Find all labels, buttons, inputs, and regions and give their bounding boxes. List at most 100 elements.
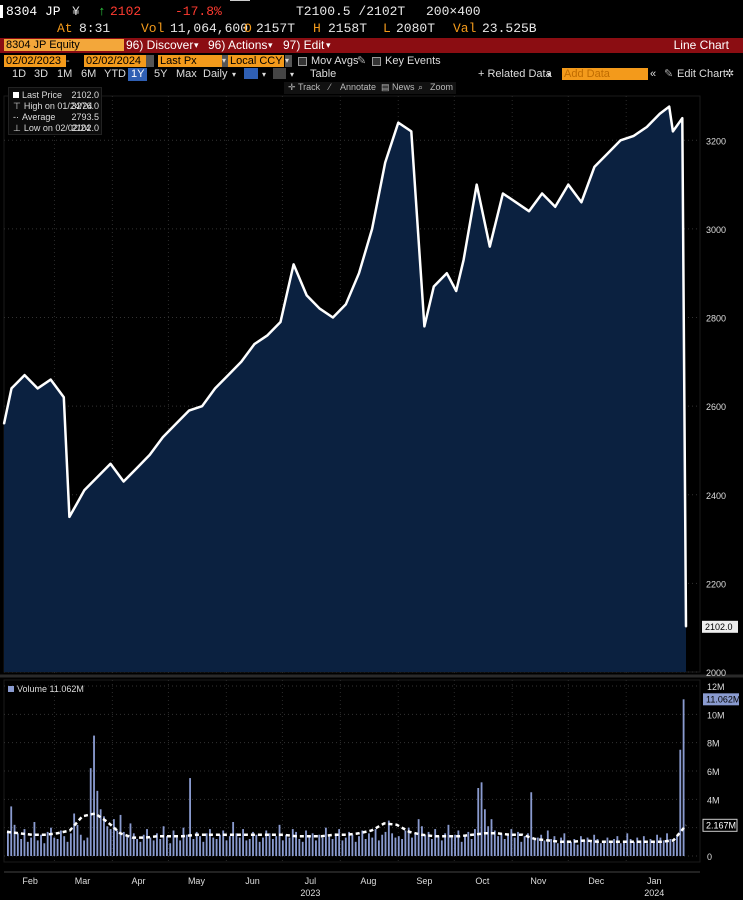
track-icon[interactable]: ✛ <box>288 82 296 92</box>
zoom-icon[interactable]: ⌕ <box>418 82 424 92</box>
price-point <box>292 263 295 266</box>
chart-style-dropdown-icon[interactable]: ▾ <box>262 70 267 79</box>
frequency-select[interactable]: Daily <box>203 68 228 80</box>
volume-bar <box>66 841 69 856</box>
key-events-toggle[interactable]: Key Events <box>372 55 441 68</box>
price-tick-label: 3200 <box>706 136 726 146</box>
frequency-dropdown-icon[interactable]: ▾ <box>232 70 237 79</box>
annotate-button[interactable]: Annotate <box>340 82 377 92</box>
collapse-icon[interactable]: « <box>650 68 657 80</box>
field-dropdown-icon[interactable]: ▾ <box>222 55 228 67</box>
price-point <box>214 387 216 390</box>
calendar-icon[interactable] <box>146 55 154 67</box>
volume-bar <box>619 843 622 856</box>
table-button[interactable]: Table <box>310 68 337 80</box>
gear-icon[interactable]: ✲ <box>725 68 735 80</box>
period-6m[interactable]: 6M <box>81 68 97 80</box>
period-max[interactable]: Max <box>176 68 197 80</box>
legend-low-label: Low on 02/02/24 <box>23 123 91 133</box>
news-button[interactable]: News <box>392 82 415 92</box>
date-to-field[interactable]: 02/02/2024 <box>84 55 146 67</box>
price-point <box>371 228 373 230</box>
volume-bar <box>199 836 201 856</box>
price-tick-label: 2600 <box>706 402 726 412</box>
related-data-dropdown-icon[interactable]: ▾ <box>547 70 552 79</box>
volume-bar <box>268 833 271 856</box>
period-1y[interactable]: 1Y <box>128 68 148 81</box>
news-icon[interactable]: ▤ <box>381 82 390 92</box>
date-from-field[interactable]: 02/02/2023 <box>4 55 66 67</box>
zoom-button[interactable]: Zoom <box>430 82 454 92</box>
price-point <box>515 201 517 204</box>
volume-bar <box>513 837 516 856</box>
price-point <box>96 476 99 478</box>
pencil-icon[interactable]: ✎ <box>357 55 367 67</box>
price-point <box>109 462 112 465</box>
annotate-icon[interactable]: ⁄ <box>329 82 331 92</box>
volume-bar <box>454 834 456 856</box>
line-chart-icon[interactable] <box>244 68 258 79</box>
volume-bar <box>530 792 533 856</box>
field-select[interactable]: Last Px <box>158 55 224 67</box>
main-toolbar: 8304 JP Equity 96) Discover ▾ 96) Action… <box>0 38 743 53</box>
volume-bar <box>315 840 317 856</box>
mov-avgs-checkbox[interactable] <box>298 56 307 66</box>
volume-bar <box>682 699 685 856</box>
volume-bar <box>550 839 553 856</box>
key-events-checkbox[interactable] <box>372 56 381 66</box>
price-point <box>528 210 530 212</box>
volume-bar <box>228 836 231 856</box>
price-point <box>3 423 5 425</box>
volume-bar <box>662 840 665 856</box>
ticker[interactable]: 8304 JP <box>6 4 61 19</box>
volume-bar <box>40 834 42 856</box>
edit-chart-pencil-icon[interactable]: ✎ <box>664 68 674 80</box>
price-point <box>645 126 648 128</box>
period-1m[interactable]: 1M <box>57 68 73 80</box>
period-ytd[interactable]: YTD <box>104 68 126 80</box>
chart-type-dropdown-icon[interactable]: ▾ <box>290 70 295 79</box>
volume-bar <box>172 830 175 856</box>
track-button[interactable]: Track <box>298 82 321 92</box>
actions-dropdown-icon[interactable]: ▾ <box>268 40 273 50</box>
edit-menu[interactable]: 97) Edit <box>283 38 325 52</box>
price-point <box>332 316 334 319</box>
price-point <box>672 130 674 133</box>
volume-bar <box>467 831 470 856</box>
actions-menu[interactable]: 96) Actions <box>208 38 268 52</box>
price-point <box>541 192 543 195</box>
add-data-input[interactable]: Add Data <box>562 68 648 80</box>
security-field[interactable]: 8304 JP Equity <box>4 39 124 51</box>
price-point <box>122 480 125 483</box>
edit-dropdown-icon[interactable]: ▾ <box>326 40 331 50</box>
discover-menu[interactable]: 96) Discover <box>126 38 194 52</box>
price-area <box>4 106 686 673</box>
volume-value: 11,064,600 <box>170 21 249 36</box>
related-data-button[interactable]: + Related Data <box>478 68 552 80</box>
bar-chart-icon[interactable] <box>273 68 286 79</box>
discover-dropdown-icon[interactable]: ▾ <box>194 40 199 50</box>
price-point <box>135 467 138 469</box>
volume-bar <box>129 823 132 856</box>
volume-bar <box>387 820 390 856</box>
volume-bar <box>500 833 503 856</box>
currency-select[interactable]: Local CCY <box>228 55 284 67</box>
volume-bar <box>480 782 483 856</box>
volume-bar <box>142 834 145 856</box>
price-point <box>410 130 413 133</box>
edit-chart-button[interactable]: Edit Chart <box>677 68 726 80</box>
volume-bar <box>278 824 281 856</box>
last-price-tag <box>702 620 738 633</box>
mov-avgs-toggle[interactable]: Mov Avgs <box>298 55 359 68</box>
period-3d[interactable]: 3D <box>34 68 49 80</box>
volume-tick-label: 0 <box>707 852 712 862</box>
price-point <box>76 502 78 505</box>
legend-low-value: 2102.0 <box>71 123 99 133</box>
volume-bar <box>212 837 215 856</box>
price-point <box>49 378 52 381</box>
period-5y[interactable]: 5Y <box>154 68 168 80</box>
period-1d[interactable]: 1D <box>12 68 27 80</box>
currency-dropdown-icon[interactable]: ▾ <box>285 55 292 67</box>
volume-bar <box>235 833 238 856</box>
